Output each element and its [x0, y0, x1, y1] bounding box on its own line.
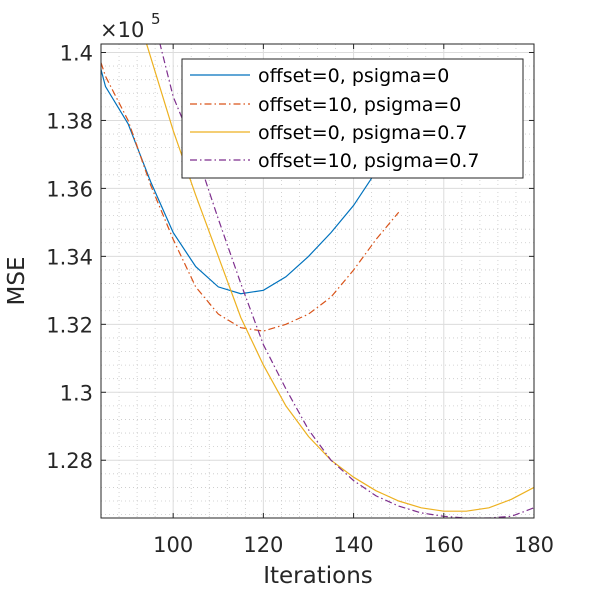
y-tick-labels: 1.28 1.3 1.32 1.34 1.36 1.38 1.4 — [46, 41, 93, 473]
legend-label-series-3: offset=0, psigma=0.7 — [258, 122, 467, 144]
y-multiplier-exponent: 5 — [151, 10, 161, 28]
legend-label-series-4: offset=10, psigma=0.7 — [258, 150, 480, 172]
legend: offset=0, psigma=0 offset=10, psigma=0 o… — [181, 58, 524, 179]
x-tick-label: 120 — [243, 533, 283, 557]
x-tick-label: 180 — [514, 533, 554, 557]
legend-label-series-2: offset=10, psigma=0 — [258, 94, 461, 116]
x-tick-label: 160 — [424, 533, 464, 557]
x-tick-labels: 100 120 140 160 180 — [153, 533, 554, 557]
legend-box — [181, 58, 524, 179]
y-tick-label: 1.34 — [46, 245, 93, 269]
y-tick-label: 1.38 — [46, 109, 93, 133]
y-tick-label: 1.28 — [46, 449, 93, 473]
series-line-3 — [145, 44, 534, 512]
y-tick-label: 1.32 — [46, 313, 93, 337]
plot-area-border — [100, 43, 535, 519]
legend-label-series-1: offset=0, psigma=0 — [258, 65, 449, 87]
series-layer — [101, 44, 534, 518]
x-axis-label: Iterations — [263, 563, 373, 589]
y-multiplier-base: ×10 — [100, 18, 144, 42]
series-line-2 — [101, 62, 400, 332]
series-line-4 — [159, 44, 534, 518]
axis-ticks — [101, 44, 535, 518]
y-axis-label: MSE — [4, 257, 30, 306]
y-tick-label: 1.36 — [46, 177, 93, 201]
x-tick-label: 140 — [334, 533, 374, 557]
y-tick-label: 1.4 — [60, 41, 93, 65]
x-tick-label: 100 — [153, 533, 193, 557]
y-tick-label: 1.3 — [60, 381, 93, 405]
